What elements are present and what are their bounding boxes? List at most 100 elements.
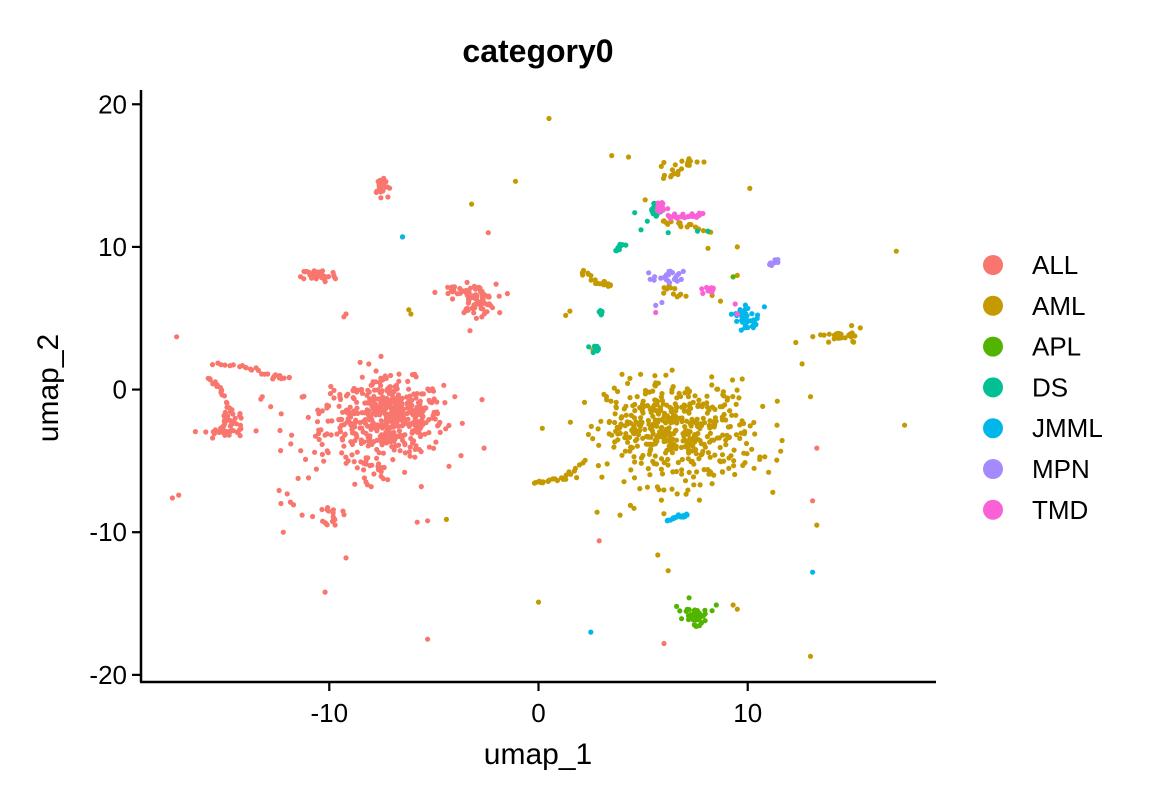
point-aml [774, 457, 780, 463]
point-aml [638, 460, 644, 466]
point-all [380, 188, 386, 194]
point-aml [668, 174, 674, 180]
point-all [366, 415, 373, 421]
point-all [384, 418, 390, 424]
point-aml [652, 407, 658, 413]
point-aml [673, 437, 680, 443]
point-all [398, 399, 404, 405]
point-all [382, 406, 388, 412]
point-aml [678, 166, 685, 172]
point-aml [717, 458, 723, 464]
point-aml [661, 433, 667, 439]
point-aml [717, 298, 724, 304]
point-all [378, 403, 384, 409]
point-aml [737, 422, 743, 428]
point-aml [623, 403, 629, 409]
point-all [331, 395, 337, 401]
point-all [339, 435, 345, 441]
point-aml [831, 336, 837, 342]
point-all [349, 452, 355, 458]
point-aml [810, 334, 816, 340]
point-tmd [696, 210, 703, 216]
point-all [387, 436, 393, 442]
point-all [402, 418, 408, 424]
point-aml [701, 441, 707, 447]
point-all [445, 284, 451, 290]
point-all [430, 412, 436, 418]
point-aml [652, 382, 658, 388]
point-all [419, 391, 425, 397]
point-all [426, 444, 432, 450]
point-all [371, 387, 378, 393]
point-aml [665, 456, 671, 462]
point-aml [709, 382, 715, 388]
point-aml [747, 185, 753, 191]
point-aml [652, 397, 658, 403]
point-aml [661, 511, 667, 517]
point-aml [650, 388, 656, 394]
point-aml [645, 466, 651, 472]
point-aml [727, 408, 733, 414]
point-aml [566, 469, 572, 475]
point-aml [711, 419, 718, 426]
point-all [325, 508, 332, 514]
point-apl [677, 608, 683, 614]
point-all [496, 293, 502, 299]
point-all [322, 589, 328, 595]
point-aml [678, 393, 684, 400]
point-aml [645, 417, 652, 424]
point-mpn [647, 276, 653, 282]
point-all [370, 410, 376, 416]
point-aml [743, 440, 750, 447]
point-aml [717, 444, 723, 451]
point-aml [629, 428, 635, 434]
point-aml [682, 478, 689, 484]
point-all [396, 371, 402, 377]
point-aml [723, 417, 729, 423]
point-aml [535, 599, 542, 605]
point-aml [696, 456, 702, 462]
point-all [377, 379, 383, 386]
point-aml [842, 335, 848, 341]
point-all [342, 431, 348, 437]
point-all [351, 396, 357, 402]
point-aml [723, 437, 729, 443]
point-aml [762, 454, 768, 460]
point-aml [715, 386, 721, 392]
point-apl [713, 602, 719, 608]
point-aml [615, 388, 621, 395]
point-all [328, 383, 334, 390]
point-all [336, 417, 342, 423]
point-aml [608, 398, 614, 404]
point-tmd [653, 309, 659, 316]
point-aml [660, 416, 666, 422]
point-all [434, 399, 440, 405]
point-aml [628, 444, 634, 450]
point-all [416, 446, 422, 453]
point-all [212, 427, 218, 433]
point-aml [683, 491, 689, 497]
point-aml [628, 412, 634, 418]
point-jmml [399, 234, 406, 240]
point-apl [698, 620, 705, 626]
point-all [343, 555, 349, 561]
point-all [443, 426, 449, 432]
point-all [365, 387, 371, 393]
point-all [425, 386, 431, 392]
point-all [321, 458, 327, 464]
point-ds [617, 241, 623, 247]
point-aml [657, 405, 664, 411]
point-aml [595, 463, 602, 469]
point-all [472, 295, 478, 301]
point-aml [741, 450, 747, 456]
point-all [392, 400, 398, 407]
legend-key-tmd [983, 499, 1003, 520]
point-all [312, 449, 318, 455]
x-axis-ticks: -10 0 10 [311, 682, 762, 728]
point-all [371, 471, 377, 477]
point-apl [702, 607, 708, 614]
point-aml [637, 486, 643, 492]
point-all [314, 419, 321, 425]
point-aml [654, 484, 661, 490]
point-aml [622, 423, 628, 429]
